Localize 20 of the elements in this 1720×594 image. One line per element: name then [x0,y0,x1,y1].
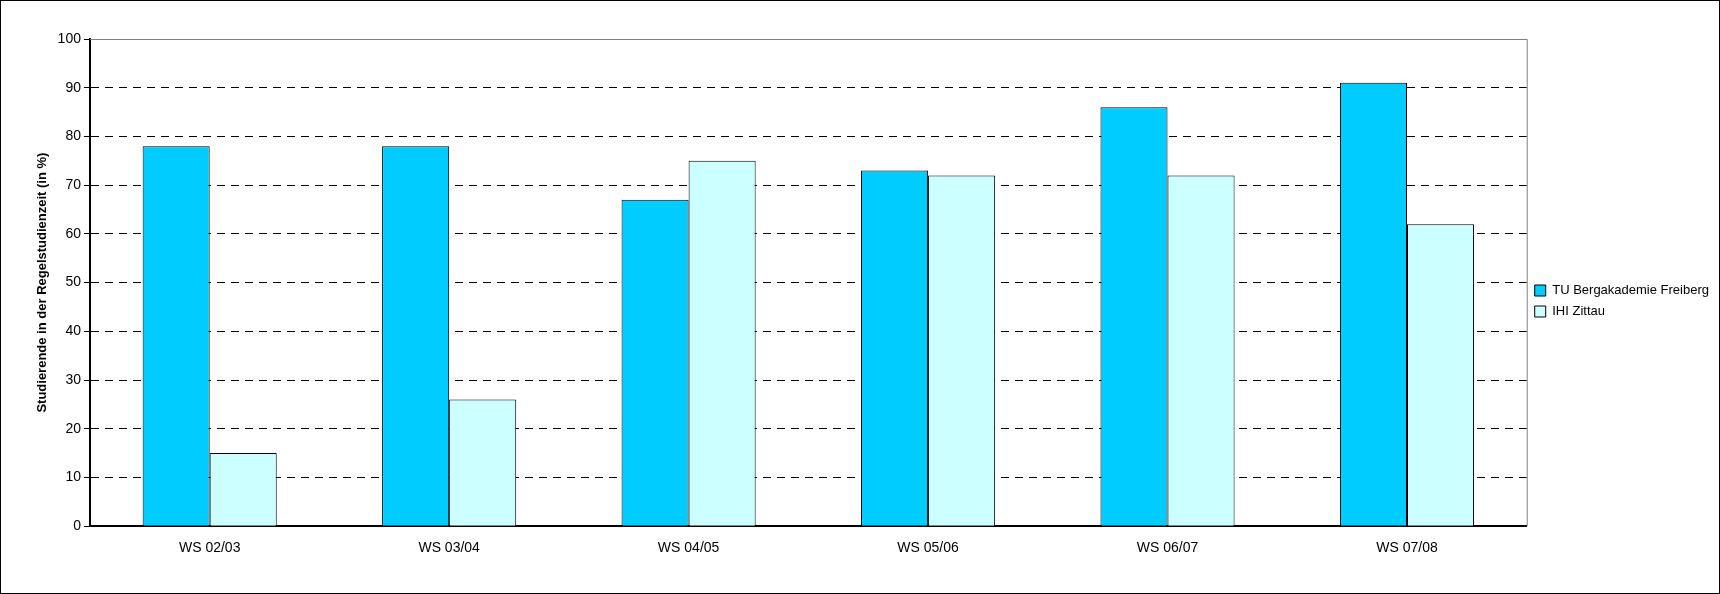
x-tick-label: WS 06/07 [1136,539,1199,556]
x-tick-label: WS 02/03 [178,539,241,556]
y-tick-label: 0 [73,517,82,534]
y-tick-label: 20 [65,419,82,436]
y-tick-label: 80 [65,127,82,144]
y-tick-label: 100 [57,29,82,46]
y-tick-label: 40 [65,322,82,339]
x-tick-label: WS 03/04 [418,539,481,556]
legend-label: TU Bergakademie Freiberg [1552,282,1710,298]
y-tick-label: 30 [65,370,82,387]
legend-label: IHI Zittau [1552,303,1605,319]
x-tick-label: WS 07/08 [1376,539,1438,556]
y-tick-label: 10 [65,468,82,485]
x-tick-label: WS 05/06 [897,539,960,556]
y-tick-label: 70 [65,176,82,193]
y-tick-label: 60 [65,224,82,241]
y-tick-label: 50 [65,273,82,290]
y-axis-title: Studierende in der Regelstudienzeit (in %) [34,152,50,413]
y-tick-label: 90 [65,78,82,95]
x-tick-label: WS 04/05 [657,539,720,556]
